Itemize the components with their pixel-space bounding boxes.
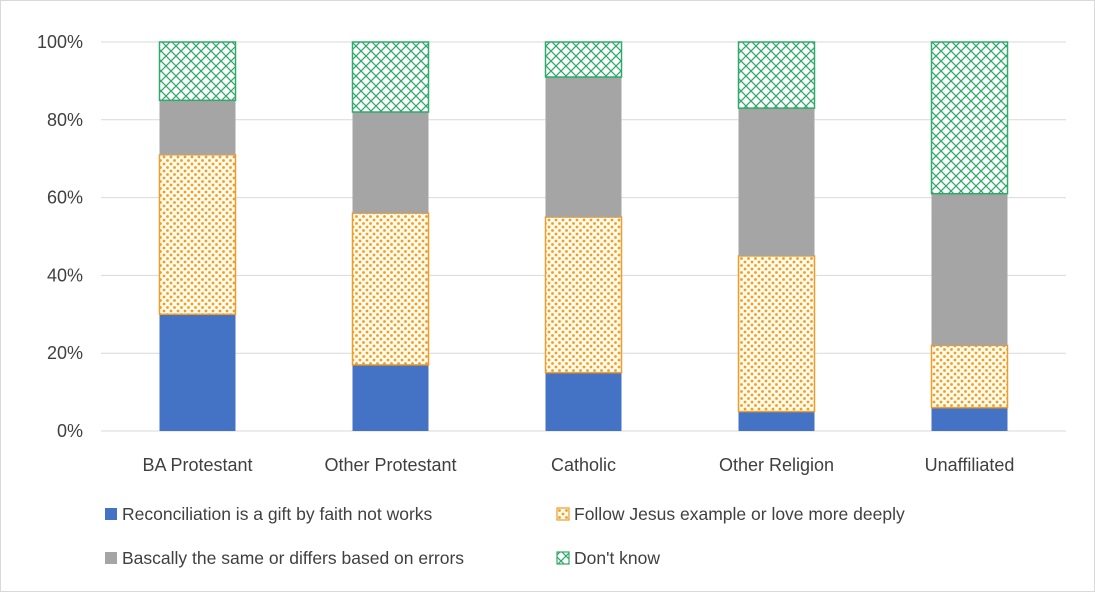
legend-entry: Reconciliation is a gift by faith not wo… (105, 504, 433, 524)
legend-label: Don't know (574, 548, 660, 568)
bar-segment (158, 41, 237, 102)
x-axis-categories: BA Protestant Other Protestant Catholic Oth… (142, 455, 1014, 475)
bar-segment (545, 372, 622, 431)
bar-segment (930, 41, 1009, 195)
bars (158, 41, 1009, 431)
y-axis-ticks: 0% 20% 40% 60% 80% 100% (37, 32, 83, 441)
bar-segment (544, 216, 623, 374)
legend-entry: Bascally the same or differs based on er… (105, 548, 464, 568)
legend-swatch (105, 552, 117, 564)
y-tick-label: 100% (37, 32, 83, 52)
bar-segment (352, 364, 429, 431)
bar-segment (737, 255, 816, 413)
y-tick-label: 40% (47, 265, 83, 285)
legend-label: Reconciliation is a gift by faith not wo… (122, 504, 433, 524)
x-category-label: Unaffiliated (925, 455, 1015, 475)
legend-label: Follow Jesus example or love more deeply (574, 504, 905, 524)
legend-label: Bascally the same or differs based on er… (122, 548, 464, 568)
y-tick-label: 60% (47, 188, 83, 208)
bar-segment (159, 100, 236, 155)
legend-swatch (556, 551, 570, 565)
legend: Reconciliation is a gift by faith not wo… (105, 504, 905, 568)
y-tick-label: 20% (47, 343, 83, 363)
bar-segment (545, 77, 622, 218)
bar-segment (351, 212, 430, 366)
x-category-label: Other Protestant (324, 455, 456, 475)
bar-segment (931, 193, 1008, 346)
bar-segment (352, 112, 429, 214)
y-tick-label: 80% (47, 110, 83, 130)
bar-segment (931, 407, 1008, 431)
legend-entry: Follow Jesus example or love more deeply (556, 504, 905, 524)
x-category-label: BA Protestant (142, 455, 252, 475)
bar-segment (159, 314, 236, 431)
bar-segment (544, 41, 623, 78)
bar-segment (738, 411, 815, 431)
bar-segment (351, 41, 430, 113)
bar-segment (738, 108, 815, 256)
bar-segment (930, 344, 1009, 409)
legend-entry: Don't know (556, 548, 660, 568)
bar-segment (158, 154, 237, 316)
x-category-label: Catholic (551, 455, 616, 475)
x-category-label: Other Religion (719, 455, 834, 475)
y-tick-label: 0% (57, 421, 83, 441)
bar-segment (737, 41, 816, 109)
legend-swatch (556, 507, 570, 521)
legend-swatch (105, 508, 117, 520)
